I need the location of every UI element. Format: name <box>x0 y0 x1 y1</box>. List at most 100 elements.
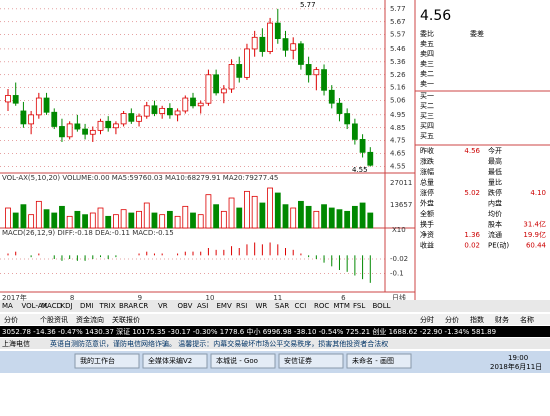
tab[interactable]: RSI <box>236 302 247 310</box>
sell-label: 卖三 <box>420 60 434 68</box>
tab[interactable]: MACD <box>41 302 62 310</box>
quote-cell: 最低 <box>488 167 502 176</box>
quote-cell: 总量 <box>420 178 434 187</box>
volume-bar <box>174 215 181 229</box>
tab[interactable]: KDJ <box>61 302 73 310</box>
volume-bar <box>259 202 266 229</box>
quote-cell: 最高 <box>488 157 502 166</box>
tab[interactable]: TRIX <box>99 302 116 310</box>
tab[interactable]: BOLL <box>373 302 391 310</box>
candle-body <box>359 138 366 153</box>
tab[interactable]: MA <box>2 302 13 310</box>
volume-bar <box>298 200 304 229</box>
candle-body <box>43 97 50 113</box>
candle-body <box>51 111 58 127</box>
right-tab[interactable]: 财务 <box>495 315 509 324</box>
volume-bar <box>89 212 96 229</box>
tab[interactable]: ASI <box>197 302 208 310</box>
x-label: 8 <box>70 294 74 302</box>
task-label: 全媒体采编V2 <box>148 356 192 365</box>
task-button[interactable] <box>278 353 344 369</box>
volume-bar <box>251 195 258 229</box>
tab[interactable]: MTM <box>334 302 350 310</box>
quote-cell: 涨幅 <box>420 167 434 176</box>
candle-body <box>228 64 235 90</box>
tab[interactable]: SAR <box>275 302 289 310</box>
right-tab[interactable]: 指数 <box>470 315 484 324</box>
candle-body <box>66 123 73 138</box>
volume-bar <box>20 204 27 229</box>
quote-cell: 换手 <box>420 220 434 229</box>
volume-bar <box>321 204 327 229</box>
right-tab[interactable]: 分时 <box>420 315 434 324</box>
tab[interactable]: ROC <box>314 302 329 310</box>
right-tab[interactable]: 名称 <box>520 315 534 324</box>
right-tab[interactable]: 分价 <box>445 315 459 324</box>
tab[interactable]: FSL <box>353 302 365 310</box>
volume-bar <box>120 209 127 229</box>
candle-body <box>59 126 65 138</box>
candle-body <box>267 22 273 52</box>
task-label: 我的工作台 <box>80 356 115 365</box>
tab[interactable]: BRAR <box>119 302 138 310</box>
quote-cell: 收益 <box>420 241 434 250</box>
tab[interactable]: CR <box>139 302 149 310</box>
subtab[interactable]: 关联报价 <box>112 315 140 324</box>
status-bar <box>0 338 550 349</box>
tab[interactable]: OBV <box>178 302 193 310</box>
volume-bar <box>113 214 119 229</box>
subtab-bar <box>0 314 550 325</box>
subtab[interactable]: 资金流向 <box>76 315 104 324</box>
price-tick: 5.46 <box>390 45 406 53</box>
candle-body <box>274 22 281 40</box>
tab[interactable]: DMI <box>80 302 94 310</box>
tab[interactable]: CCI <box>295 302 307 310</box>
tab[interactable]: VR <box>158 302 168 310</box>
tab[interactable]: EMV <box>217 302 232 310</box>
candle-body <box>282 38 289 51</box>
subtab[interactable]: 个股资讯 <box>40 315 68 324</box>
candle-body <box>182 97 189 112</box>
vol-tick: 27011 <box>390 179 412 187</box>
task-button[interactable] <box>142 353 208 369</box>
volume-bar <box>74 210 81 229</box>
candle-body <box>290 43 297 51</box>
index-line: 3052.78 -14.36 -0.47% 1430.37 深证 10175.3… <box>2 327 496 336</box>
quote-cell: 净资 <box>420 230 434 239</box>
volume-bar <box>5 207 11 229</box>
tab[interactable]: WR <box>256 302 268 310</box>
candle-body <box>351 123 358 140</box>
volume-bar <box>336 209 343 229</box>
candle-body <box>220 88 227 94</box>
price-tick: 5.77 <box>390 5 406 13</box>
volume-bar <box>51 212 58 229</box>
volume-bar <box>166 210 173 229</box>
candle-body <box>298 43 304 65</box>
sell-label: 卖四 <box>420 50 434 58</box>
sell-label: 卖一 <box>420 80 434 88</box>
volume-bar <box>28 214 35 229</box>
volume-bar <box>313 210 320 229</box>
buy-label: 买一 <box>420 92 434 100</box>
candle-body <box>151 105 158 114</box>
candle-body <box>305 64 312 76</box>
tab[interactable]: VOL-AX <box>22 302 48 310</box>
candle-body <box>159 107 166 114</box>
macd-info: MACD(26,12,9) DIFF:-0.18 DEA:-0.11 MACD:… <box>2 229 174 237</box>
clock: 19:00 <box>508 354 528 362</box>
task-button[interactable] <box>74 353 140 369</box>
volume-bar <box>197 214 204 229</box>
price: 4.56 <box>420 8 451 24</box>
x-label: 6 <box>341 294 346 302</box>
index-bar <box>0 326 550 337</box>
candle-body <box>5 95 11 103</box>
task-button[interactable] <box>346 353 412 369</box>
candle-body <box>120 113 127 125</box>
subtab[interactable]: 分价 <box>4 315 18 324</box>
candle-body <box>259 36 266 52</box>
task-button[interactable] <box>210 353 276 369</box>
volume-bar <box>351 205 358 229</box>
price-tick: 4.55 <box>390 163 406 171</box>
quote-cell: 今开 <box>488 146 502 155</box>
volume-bar <box>267 187 273 229</box>
